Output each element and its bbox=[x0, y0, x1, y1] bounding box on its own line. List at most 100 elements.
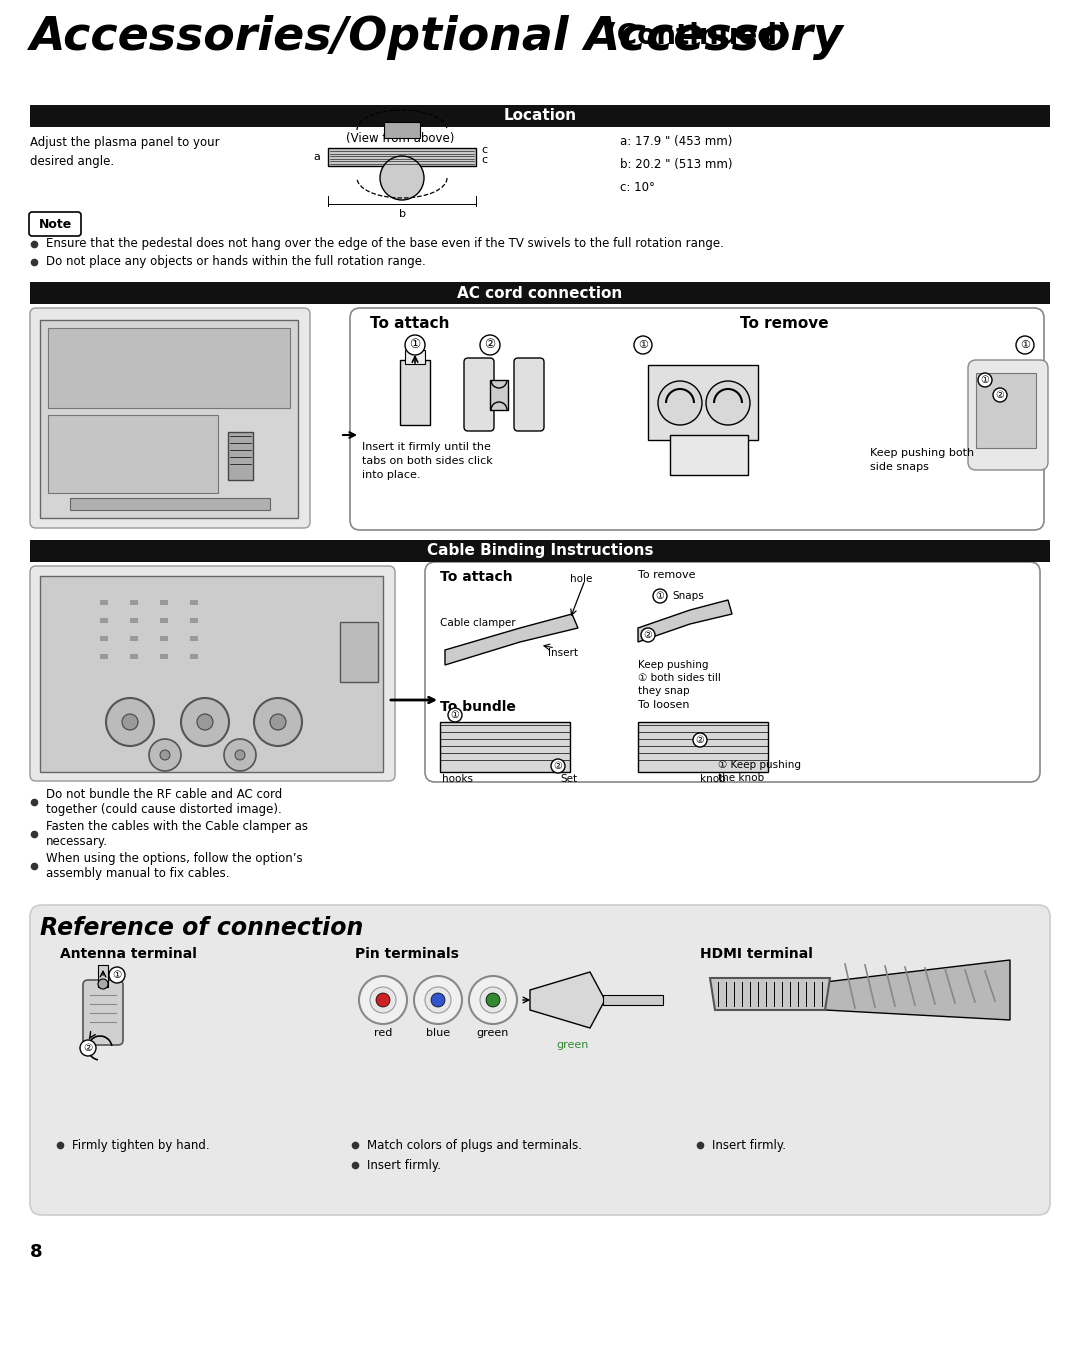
Circle shape bbox=[993, 388, 1007, 402]
Bar bbox=[603, 995, 663, 1005]
Text: Reference of connection: Reference of connection bbox=[40, 916, 363, 940]
Bar bbox=[98, 965, 108, 987]
Circle shape bbox=[98, 979, 108, 990]
Circle shape bbox=[235, 750, 245, 761]
Text: ①: ① bbox=[112, 970, 122, 980]
FancyBboxPatch shape bbox=[30, 905, 1050, 1214]
Bar bbox=[160, 637, 168, 641]
Bar bbox=[30, 540, 1050, 562]
Text: a: 17.9 " (453 mm)
b: 20.2 " (513 mm)
c: 10°: a: 17.9 " (453 mm) b: 20.2 " (513 mm) c:… bbox=[620, 135, 732, 194]
Circle shape bbox=[270, 714, 286, 731]
Text: hooks: hooks bbox=[442, 774, 473, 784]
Circle shape bbox=[658, 382, 702, 425]
Bar bbox=[100, 637, 108, 641]
FancyBboxPatch shape bbox=[83, 980, 123, 1045]
Bar bbox=[100, 600, 108, 605]
Bar bbox=[30, 282, 1050, 304]
Circle shape bbox=[978, 373, 993, 387]
Circle shape bbox=[480, 987, 507, 1013]
Polygon shape bbox=[445, 613, 578, 665]
Bar bbox=[384, 123, 420, 138]
FancyBboxPatch shape bbox=[350, 308, 1044, 530]
Text: c: c bbox=[481, 155, 487, 165]
FancyBboxPatch shape bbox=[464, 358, 494, 431]
Circle shape bbox=[448, 707, 462, 722]
Text: Accessories/Optional Accessory: Accessories/Optional Accessory bbox=[30, 15, 843, 60]
Text: Match colors of plugs and terminals.: Match colors of plugs and terminals. bbox=[367, 1138, 582, 1152]
Text: knob: knob bbox=[700, 774, 726, 784]
Text: Insert firmly.: Insert firmly. bbox=[712, 1138, 786, 1152]
Text: b: b bbox=[399, 209, 405, 219]
Text: ②: ② bbox=[696, 735, 704, 746]
Text: Keep pushing both
side snaps: Keep pushing both side snaps bbox=[870, 448, 974, 472]
Circle shape bbox=[149, 739, 181, 771]
Text: Pin terminals: Pin terminals bbox=[355, 947, 459, 961]
FancyBboxPatch shape bbox=[30, 566, 395, 781]
Text: Do not place any objects or hands within the full rotation range.: Do not place any objects or hands within… bbox=[46, 255, 426, 269]
Text: Set: Set bbox=[561, 774, 577, 784]
Text: AC cord connection: AC cord connection bbox=[457, 285, 623, 300]
Text: Antenna terminal: Antenna terminal bbox=[60, 947, 197, 961]
Text: ①: ① bbox=[981, 375, 989, 384]
Bar bbox=[190, 654, 198, 658]
Text: Insert it firmly until the
tabs on both sides click
into place.: Insert it firmly until the tabs on both … bbox=[362, 442, 492, 480]
Bar bbox=[228, 432, 253, 480]
Circle shape bbox=[106, 698, 154, 746]
Text: HDMI terminal: HDMI terminal bbox=[700, 947, 813, 961]
Bar bbox=[440, 722, 570, 771]
FancyBboxPatch shape bbox=[30, 308, 310, 527]
Text: Insert: Insert bbox=[548, 647, 578, 658]
Text: ①: ① bbox=[450, 710, 459, 720]
Text: Cable Binding Instructions: Cable Binding Instructions bbox=[427, 544, 653, 559]
Text: ① Keep pushing
the knob: ① Keep pushing the knob bbox=[718, 761, 801, 784]
Circle shape bbox=[642, 628, 654, 642]
Circle shape bbox=[431, 994, 445, 1007]
Bar bbox=[190, 637, 198, 641]
Circle shape bbox=[224, 739, 256, 771]
Bar bbox=[130, 654, 138, 658]
Bar bbox=[638, 722, 768, 771]
Text: ②: ② bbox=[644, 630, 652, 641]
Bar bbox=[340, 622, 378, 682]
Bar bbox=[190, 617, 198, 623]
Bar bbox=[160, 600, 168, 605]
Polygon shape bbox=[638, 600, 732, 642]
Text: To attach: To attach bbox=[440, 570, 513, 583]
Text: To bundle: To bundle bbox=[440, 701, 516, 714]
Circle shape bbox=[376, 994, 390, 1007]
Text: ②: ② bbox=[83, 1043, 93, 1054]
Text: ①: ① bbox=[1020, 339, 1030, 350]
Text: Do not bundle the RF cable and AC cord
together (could cause distorted image).: Do not bundle the RF cable and AC cord t… bbox=[46, 788, 282, 816]
Circle shape bbox=[181, 698, 229, 746]
Text: ②: ② bbox=[554, 761, 563, 771]
Bar bbox=[70, 497, 270, 510]
Circle shape bbox=[551, 759, 565, 773]
Circle shape bbox=[706, 382, 750, 425]
Text: ②: ② bbox=[996, 390, 1004, 399]
Text: Keep pushing
① both sides till
they snap: Keep pushing ① both sides till they snap bbox=[638, 660, 720, 696]
Bar bbox=[405, 350, 426, 364]
Circle shape bbox=[426, 987, 451, 1013]
Bar bbox=[130, 617, 138, 623]
FancyBboxPatch shape bbox=[968, 360, 1048, 470]
Bar bbox=[160, 617, 168, 623]
Circle shape bbox=[480, 335, 500, 354]
Text: To attach: To attach bbox=[370, 316, 449, 331]
Bar bbox=[648, 365, 758, 440]
Circle shape bbox=[109, 966, 125, 983]
Text: ①: ① bbox=[638, 339, 648, 350]
Circle shape bbox=[405, 335, 426, 354]
Bar bbox=[130, 600, 138, 605]
Text: hole: hole bbox=[570, 574, 592, 583]
Text: Snaps: Snaps bbox=[672, 592, 704, 601]
Circle shape bbox=[469, 976, 517, 1024]
Text: To remove: To remove bbox=[740, 316, 828, 331]
Text: a: a bbox=[313, 153, 320, 162]
Text: ①: ① bbox=[409, 338, 420, 352]
Circle shape bbox=[634, 337, 652, 354]
Circle shape bbox=[160, 750, 170, 761]
Circle shape bbox=[486, 994, 500, 1007]
Text: When using the options, follow the option’s
assembly manual to fix cables.: When using the options, follow the optio… bbox=[46, 852, 302, 880]
Text: Note: Note bbox=[39, 218, 71, 230]
Bar bbox=[100, 617, 108, 623]
